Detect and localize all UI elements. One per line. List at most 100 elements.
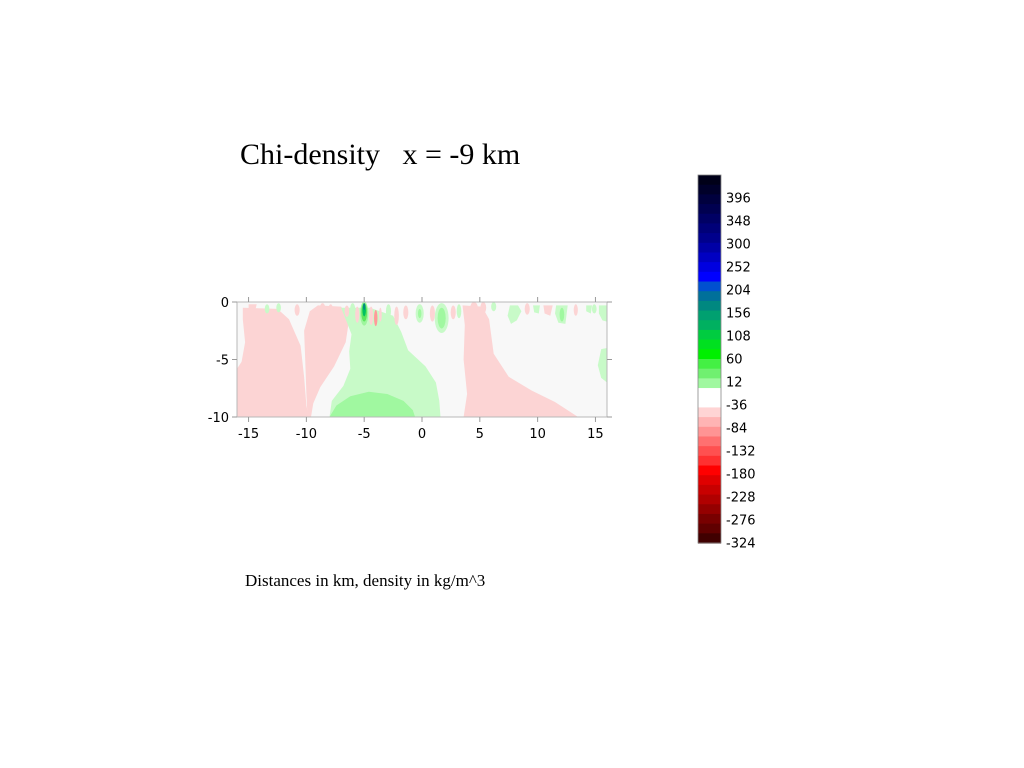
colorbar-label: -180 — [726, 468, 756, 483]
colorbar-label: -132 — [726, 445, 756, 460]
colorbar-swatch — [698, 194, 721, 205]
contour-region — [597, 348, 607, 383]
colorbar-swatch — [698, 504, 721, 515]
colorbar-label: 156 — [726, 307, 751, 322]
contour-blob — [363, 303, 366, 311]
colorbar-swatch — [698, 465, 721, 476]
contour-region — [533, 305, 540, 314]
units-caption: Distances in km, density in kg/m^3 — [245, 571, 486, 590]
x-tick-label: 5 — [476, 427, 484, 442]
colorbar-swatch — [698, 184, 721, 195]
contour-region — [329, 391, 416, 417]
colorbar-swatch — [698, 262, 721, 273]
colorbar-swatch — [698, 523, 721, 534]
colorbar-label: 348 — [726, 215, 751, 230]
colorbar-swatch — [698, 271, 721, 283]
contour-blob — [573, 304, 578, 316]
y-tick-label: -10 — [208, 411, 229, 426]
contour-blob — [417, 308, 422, 319]
colorbar-swatch — [698, 388, 721, 399]
colorbar-swatch — [698, 281, 721, 292]
contour-blob — [355, 306, 360, 323]
x-tick-label: -10 — [296, 427, 317, 442]
colorbar-swatch — [698, 378, 721, 389]
colorbar-swatch — [698, 359, 721, 370]
colorbar-swatch — [698, 533, 721, 544]
contour-blob — [344, 305, 350, 317]
colorbar-swatch — [698, 397, 721, 409]
colorbar: 396 348 300 252 204 156 108 60 12 -36 -84 -132 -180 -… — [697, 174, 756, 552]
colorbar-swatch — [698, 175, 721, 186]
contour-blob — [385, 304, 392, 319]
contour-blob — [319, 303, 326, 315]
colorbar-label: -84 — [726, 422, 747, 437]
contour-blob — [264, 304, 270, 314]
contour-blob — [437, 307, 446, 329]
axes: -15 -10 -5 0 5 10 15 0 -5 -10 — [208, 296, 612, 442]
colorbar-swatch — [698, 329, 721, 341]
contour-region — [248, 304, 257, 315]
colorbar-label: 60 — [726, 353, 743, 368]
contour-blob — [591, 304, 597, 314]
colorbar-label: 252 — [726, 261, 751, 276]
colorbar-swatch — [698, 446, 721, 457]
colorbar-swatch — [698, 300, 721, 312]
contour-region — [462, 305, 579, 417]
colorbar-swatch — [698, 320, 721, 331]
colorbar-swatch — [698, 213, 721, 225]
colorbar-swatch — [698, 455, 721, 467]
colorbar-label: 396 — [726, 192, 751, 207]
colorbar-swatch — [698, 426, 721, 438]
contour-region — [237, 307, 309, 417]
colorbar-swatch — [698, 223, 721, 234]
contour-blob — [378, 307, 382, 322]
contour-blob — [469, 302, 479, 316]
chart-title: Chi-density x = -9 km — [240, 138, 521, 171]
colorbar-swatch — [698, 291, 721, 302]
colorbar-frame — [697, 174, 722, 544]
contour-blob — [276, 303, 281, 313]
x-tick-label: -15 — [238, 427, 259, 442]
contour-regions — [237, 302, 607, 417]
contour-region — [543, 305, 553, 316]
contour-blob — [450, 305, 456, 320]
contour-region — [507, 305, 522, 324]
contour-blob — [429, 305, 435, 322]
colorbar-label: 300 — [726, 238, 751, 253]
colorbar-swatch — [698, 407, 721, 418]
colorbar-swatch — [698, 475, 721, 486]
contour-region — [329, 307, 441, 417]
y-tick-label: -5 — [216, 354, 229, 369]
x-tick-label: 0 — [418, 427, 426, 442]
colorbar-label: 204 — [726, 284, 751, 299]
colorbar-label: -36 — [726, 399, 747, 414]
colorbar-swatch — [698, 417, 721, 428]
contour-blob — [374, 310, 378, 327]
contour-blob — [456, 304, 462, 319]
contour-region — [304, 305, 350, 417]
contour-region — [598, 305, 607, 322]
colorbar-swatch — [698, 513, 721, 525]
contour-blob — [480, 302, 487, 314]
contour-blob — [369, 306, 374, 325]
colorbar-swatch — [698, 494, 721, 505]
colorbar-swatch — [698, 310, 721, 321]
contour-blob — [524, 303, 530, 315]
contour-blob — [559, 307, 565, 322]
contour-blob — [294, 304, 300, 316]
colorbar-swatch — [698, 436, 721, 447]
colorbar-swatch — [698, 349, 721, 360]
contour-region — [586, 305, 592, 314]
colorbar-swatch — [698, 368, 721, 379]
contour-blob — [394, 306, 399, 325]
colorbar-swatch — [698, 252, 721, 263]
colorbar-label: 12 — [726, 376, 743, 391]
contour-blob — [350, 303, 356, 315]
x-tick-label: -5 — [358, 427, 371, 442]
contour-blob — [403, 305, 409, 320]
contour-blob — [328, 304, 334, 319]
colorbar-label: -324 — [726, 537, 756, 552]
colorbar-swatch — [698, 484, 721, 496]
x-tick-label: 10 — [529, 427, 546, 442]
